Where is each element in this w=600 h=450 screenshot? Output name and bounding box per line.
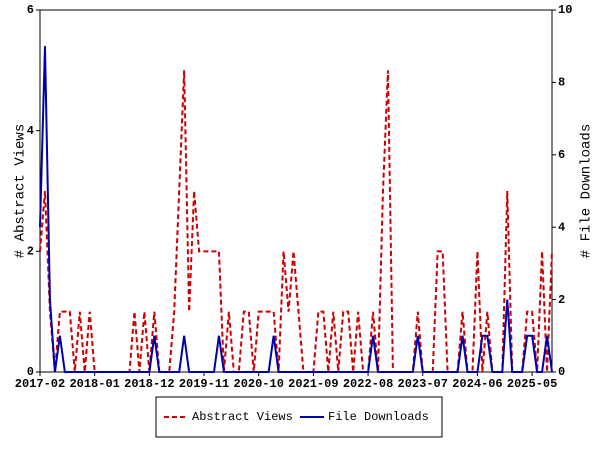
- legend-label: Abstract Views: [192, 410, 293, 424]
- x-tick-label: 2018-01: [69, 377, 119, 391]
- y2-axis-label: # File Downloads: [579, 124, 595, 258]
- x-tick-label: 2017-02: [15, 377, 65, 391]
- y2-tick-label: 4: [558, 220, 565, 234]
- legend: [155, 396, 443, 438]
- y2-tick-label: 2: [558, 293, 565, 307]
- y-tick-label: 0: [27, 365, 34, 379]
- x-tick-label: 2020-10: [234, 377, 284, 391]
- y2-tick-label: 8: [558, 76, 565, 90]
- y2-tick-label: 6: [558, 148, 565, 162]
- x-tick-label: 2024-06: [452, 377, 502, 391]
- y-tick-label: 2: [27, 245, 34, 259]
- x-tick-label: 2025-05: [507, 377, 557, 391]
- y2-tick-label: 10: [558, 3, 572, 17]
- y2-tick-label: 0: [558, 365, 565, 379]
- series-line: [39, 46, 553, 373]
- x-tick-label: 2023-07: [398, 377, 448, 391]
- y-tick-label: 6: [27, 3, 34, 17]
- y-axis-label: # Abstract Views: [13, 124, 29, 258]
- x-tick-label: 2018-12: [124, 377, 174, 391]
- x-tick-label: 2021-09: [288, 377, 338, 391]
- y-tick-label: 4: [27, 124, 34, 138]
- x-tick-label: 2019-11: [179, 377, 229, 391]
- legend-label: File Downloads: [328, 410, 429, 424]
- series-line: [39, 70, 553, 373]
- x-tick-label: 2022-08: [343, 377, 393, 391]
